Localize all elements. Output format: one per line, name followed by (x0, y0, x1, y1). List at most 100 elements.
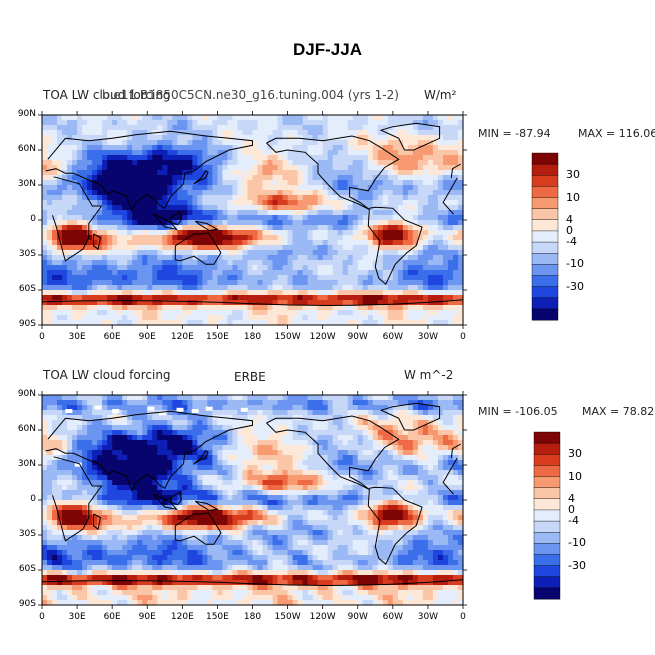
colorbar-tick-label: -10 (566, 257, 584, 271)
lon-tick-label: 60W (382, 332, 403, 342)
missing-data-patch (191, 409, 199, 413)
colorbar-tick-label: 0 (568, 502, 575, 516)
lat-tick-label: 0 (30, 214, 36, 224)
lon-tick-label: 0 (460, 612, 466, 622)
colorbar-tick-label: -4 (568, 514, 579, 528)
colorbar-swatch (531, 297, 559, 310)
map-plot (38, 111, 467, 329)
ticks (38, 391, 467, 609)
lat-tick-label: 90N (17, 389, 36, 399)
lon-tick-label: 60E (103, 612, 121, 622)
lon-tick-label: 150W (274, 332, 301, 342)
lon-tick-label: 30E (68, 332, 86, 342)
panel-title-center: ERBE (234, 370, 266, 384)
lat-tick-label: 30S (18, 529, 36, 539)
colorbar-tick-label: -30 (566, 279, 584, 293)
lat-tick-label: 60S (18, 564, 36, 574)
lon-tick-label: 60W (382, 612, 403, 622)
lon-tick-label: 90W (347, 612, 368, 622)
contour-fill (42, 115, 464, 326)
colorbar (533, 431, 561, 600)
colorbar-swatch (531, 208, 559, 221)
panel-title-center: b.e11.B1850C5CN.ne30_g16.tuning.004 (yrs… (102, 88, 399, 102)
colorbar-swatch (531, 286, 559, 299)
colorbar-tick-label: 0 (566, 223, 573, 237)
lat-tick-label: 0 (30, 494, 36, 504)
lat-tick-label: 30N (17, 459, 36, 469)
lat-tick-label: 60N (17, 144, 36, 154)
lat-tick-label: 30S (18, 249, 36, 259)
lon-tick-label: 0 (39, 332, 45, 342)
lon-tick-label: 30W (417, 332, 439, 342)
missing-data-patch (65, 409, 73, 413)
colorbar-swatch (533, 587, 561, 600)
colorbar-swatch (531, 197, 559, 210)
colorbar-tick-label: 10 (566, 190, 580, 204)
lon-tick-label: 120W (309, 612, 336, 622)
missing-data-patch (94, 405, 102, 410)
antarctica-coast (41, 579, 464, 586)
colorbar-swatch (531, 252, 559, 265)
colorbar-swatch (531, 175, 559, 187)
lon-tick-label: 180 (243, 332, 262, 342)
ticks (38, 111, 467, 329)
colorbar-swatch (533, 431, 561, 444)
colorbar-swatch (533, 543, 561, 555)
colorbar-swatch (531, 163, 559, 176)
colorbar-tick-label: 4 (566, 212, 573, 226)
lon-tick-label: 150W (274, 612, 301, 622)
colorbar-swatch (533, 576, 561, 589)
lon-tick-label: 0 (39, 612, 45, 622)
colorbar-tick-label: -4 (566, 235, 577, 249)
lon-tick-label: 0 (460, 332, 466, 342)
map-plot (38, 391, 467, 609)
max-label: MAX = 78.82 (582, 405, 655, 418)
colorbar-tick-label: 30 (568, 447, 582, 461)
antarctica-coast (41, 299, 464, 306)
missing-data-patch (74, 462, 82, 467)
lon-tick-label: 150E (205, 332, 229, 342)
obs-panel: TOA LW cloud forcing ERBE W m^-2 MIN = -… (0, 365, 655, 622)
missing-data-patch (158, 411, 166, 416)
colorbar-swatch (533, 465, 561, 478)
lon-tick-label: 60E (103, 332, 121, 342)
colorbar-tick-label: -30 (568, 558, 586, 572)
lat-tick-label: 90S (18, 319, 36, 329)
colorbar-swatch (531, 241, 559, 254)
colorbar-swatch (533, 498, 561, 511)
max-label: MAX = 116.06 (578, 127, 655, 140)
colorbar-swatch (533, 442, 561, 455)
missing-data-patch (205, 406, 213, 411)
lon-tick-label: 30E (68, 612, 86, 622)
panel-units: W/m² (424, 88, 457, 102)
colorbar-swatch (531, 186, 559, 199)
lon-tick-label: 90E (138, 332, 156, 342)
colorbar (531, 152, 559, 321)
colorbar-swatch (531, 275, 559, 288)
colorbar-swatch (533, 554, 561, 567)
colorbar-swatch (533, 454, 561, 466)
colorbar-swatch (531, 264, 559, 276)
lat-tick-label: 60N (17, 424, 36, 434)
colorbar-tick-label: -10 (568, 536, 586, 550)
model-panel: TOA LW cloud forcing b.e11.B1850C5CN.ne3… (0, 85, 655, 342)
panel-title-left: TOA LW cloud forcing (43, 368, 171, 382)
colorbar-swatch (531, 152, 559, 165)
colorbar-tick-label: 30 (566, 168, 580, 182)
lon-tick-label: 120W (309, 332, 336, 342)
lon-tick-label: 90W (347, 332, 368, 342)
panel-units: W m^-2 (404, 368, 454, 382)
colorbar-swatch (533, 509, 561, 522)
lon-tick-label: 180 (243, 612, 262, 622)
lon-tick-label: 30W (417, 612, 439, 622)
lat-tick-label: 30N (17, 179, 36, 189)
lon-tick-label: 120E (170, 612, 194, 622)
min-label: MIN = -87.94 (478, 127, 551, 140)
colorbar-swatch (533, 476, 561, 489)
colorbar-swatch (531, 308, 559, 321)
page-title: DJF-JJA (293, 40, 362, 59)
coastlines (41, 402, 464, 586)
missing-data-patch (53, 451, 61, 455)
colorbar-tick-label: 4 (568, 491, 575, 505)
colorbar-swatch (531, 219, 559, 232)
